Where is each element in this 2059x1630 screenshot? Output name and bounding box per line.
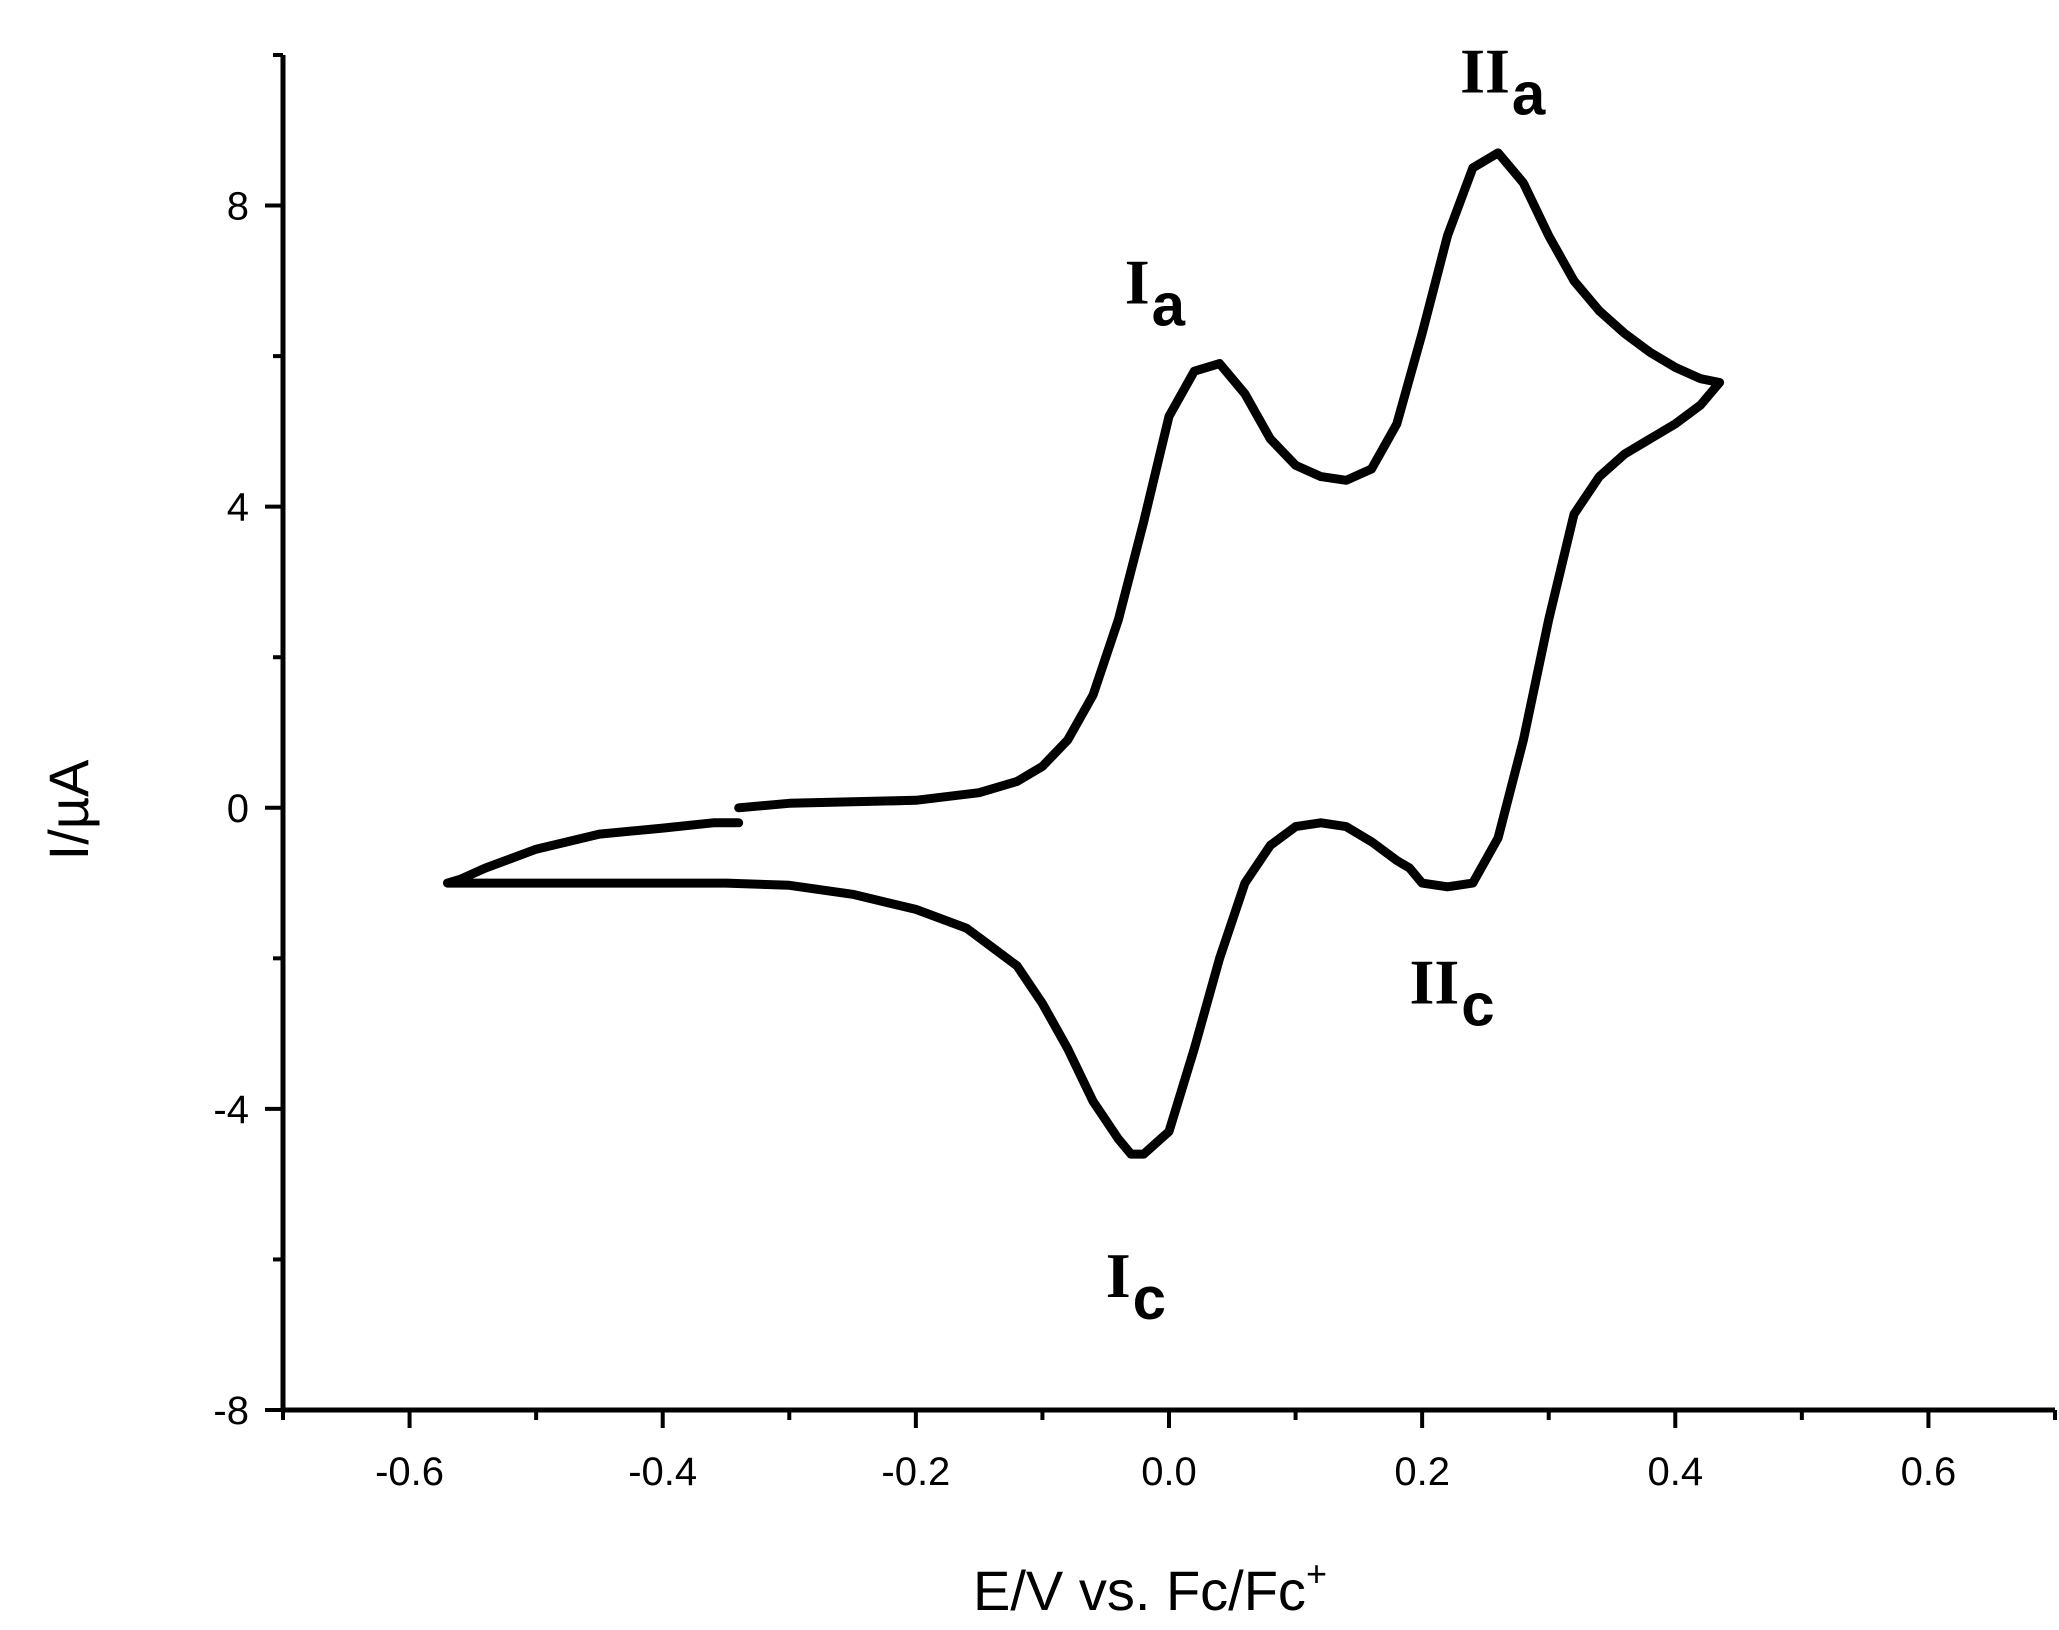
x-ticks xyxy=(281,1410,2057,1428)
cv-curve-line xyxy=(443,148,1725,1159)
peak-label-subscript: a xyxy=(1512,61,1546,128)
x-tick-label: 0.0 xyxy=(1141,1450,1197,1494)
peak-label-main: I xyxy=(1125,246,1150,317)
y-tick-label: 4 xyxy=(227,486,249,530)
peak-label-main: II xyxy=(1409,947,1459,1018)
y-axis-title: I/µA xyxy=(37,759,100,860)
peak-label-main: I xyxy=(1106,1240,1131,1311)
x-tick-labels: -0.6 -0.4 -0.2 0.0 0.2 0.4 0.6 xyxy=(375,1450,1956,1494)
x-tick-label: -0.4 xyxy=(628,1450,697,1494)
y-tick-label: 0 xyxy=(227,787,249,831)
peak-label-Ia: Ia xyxy=(1125,246,1186,338)
peak-label-Ic: Ic xyxy=(1106,1240,1166,1332)
y-tick-label: -4 xyxy=(213,1088,249,1132)
x-tick-label: 0.2 xyxy=(1394,1450,1450,1494)
x-tick-label: -0.2 xyxy=(881,1450,950,1494)
peak-label-subscript: a xyxy=(1152,271,1186,338)
x-tick-label: 0.4 xyxy=(1647,1450,1703,1494)
x-tick-label: -0.6 xyxy=(375,1450,444,1494)
y-tick-label: 8 xyxy=(227,185,249,229)
peak-label-main: II xyxy=(1460,36,1510,107)
peak-label-subscript: c xyxy=(1133,1265,1166,1332)
peak-label-IIa: IIa xyxy=(1460,36,1546,128)
peak-label-IIc: IIc xyxy=(1409,947,1494,1039)
x-tick-label: 0.6 xyxy=(1901,1450,1957,1494)
y-ticks xyxy=(265,53,283,1412)
y-tick-labels: -8 -4 0 4 8 xyxy=(213,185,249,1433)
axes xyxy=(280,55,2055,1413)
peak-label-subscript: c xyxy=(1461,972,1494,1039)
y-tick-label: -8 xyxy=(213,1389,249,1433)
x-axis-title-superscript: + xyxy=(1306,1553,1327,1594)
x-axis-title: E/V vs. Fc/Fc+ xyxy=(973,1553,1327,1622)
